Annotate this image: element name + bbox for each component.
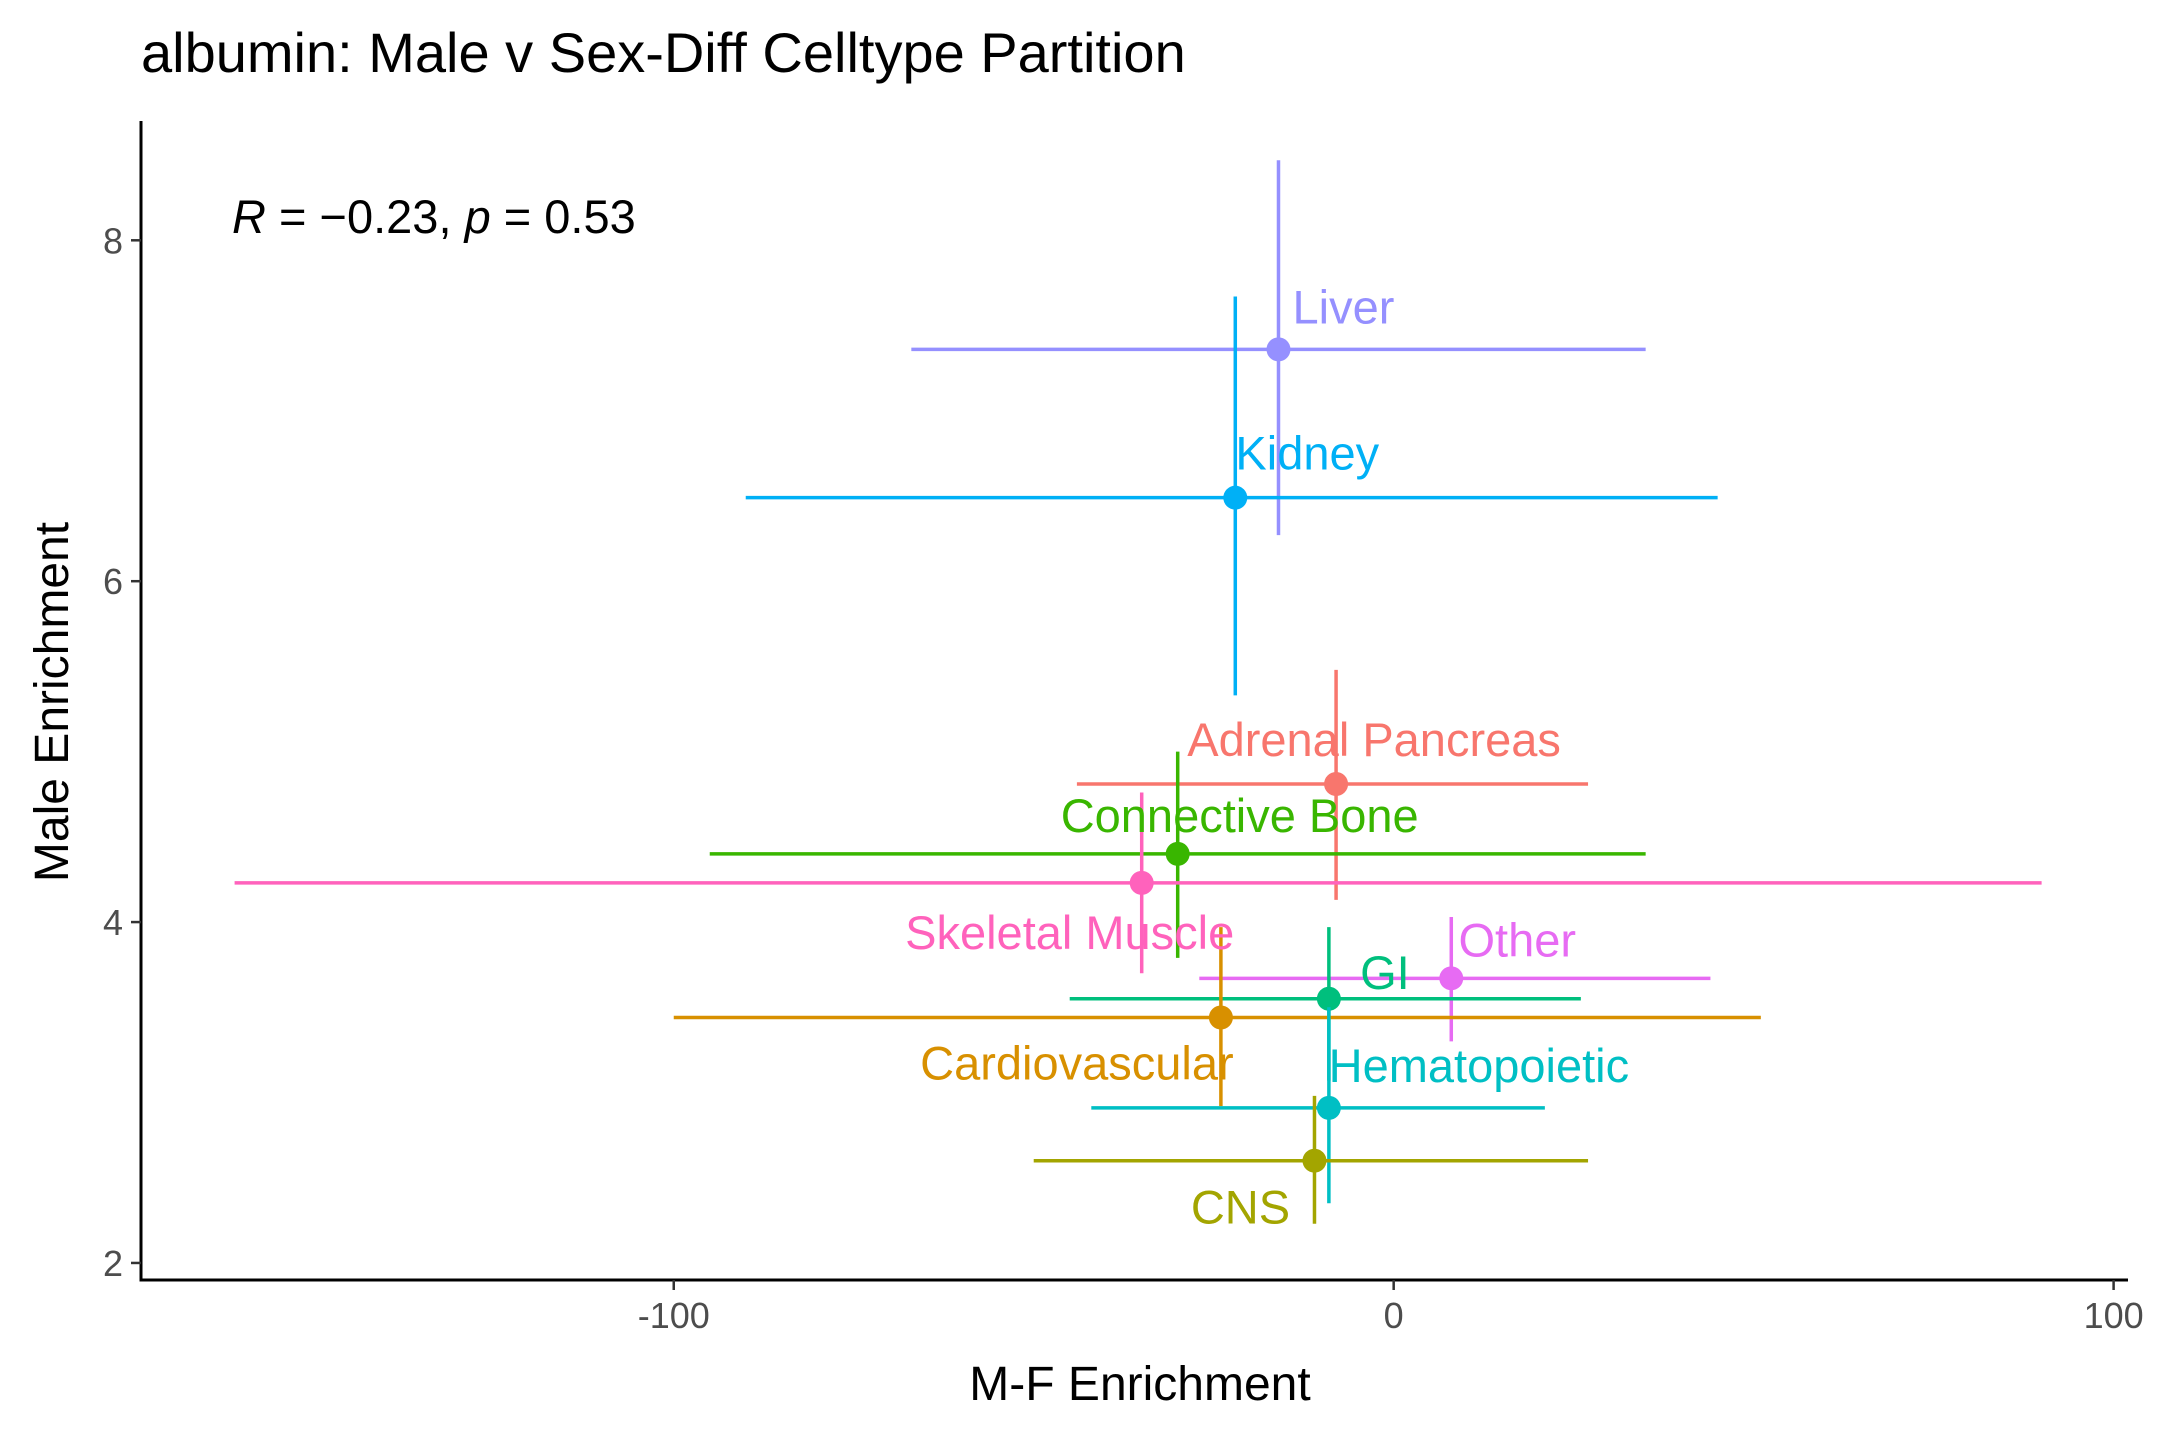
data-point-other <box>1199 916 1711 1042</box>
point-label: CNS <box>1191 1181 1290 1234</box>
point-label: Cardiovascular <box>920 1037 1233 1090</box>
x-tick-label: -100 <box>638 1295 710 1336</box>
data-point-cardiovascular <box>673 927 1761 1107</box>
data-point-connective-bone <box>709 751 1646 958</box>
point-marker <box>1316 986 1341 1011</box>
plot-marks <box>234 160 2042 1224</box>
x-tick-label: 100 <box>2084 1295 2144 1336</box>
p-symbol: p <box>463 190 491 243</box>
point-labels: Liver Kidney Adrenal Pancreas Connective Bo… <box>905 280 1629 1233</box>
r-value: = −0.23, <box>266 190 465 243</box>
y-axis-title: Male Enrichment <box>26 522 79 882</box>
p-value: = 0.53 <box>491 190 636 243</box>
data-point-kidney <box>745 296 1718 696</box>
point-marker <box>1129 870 1154 895</box>
y-tick-label: 8 <box>103 220 123 261</box>
point-marker <box>1302 1148 1327 1173</box>
point-label: Hematopoietic <box>1329 1039 1629 1092</box>
point-label: Liver <box>1292 280 1394 333</box>
point-label: Connective Bone <box>1061 789 1419 842</box>
point-marker <box>1165 841 1190 866</box>
point-marker <box>1266 337 1291 362</box>
data-point-liver <box>911 160 1646 536</box>
point-label: GI <box>1360 946 1410 999</box>
y-tick-label: 6 <box>103 561 123 602</box>
data-point-hematopoietic <box>1091 1007 1545 1204</box>
point-marker <box>1208 1005 1233 1030</box>
r-symbol: R <box>232 190 266 243</box>
point-marker <box>1316 1095 1341 1120</box>
point-marker <box>1324 772 1349 797</box>
point-marker <box>1223 485 1248 510</box>
point-label: Adrenal Pancreas <box>1187 713 1561 766</box>
point-label: Other <box>1458 913 1576 966</box>
y-tick-label: 2 <box>103 1243 123 1284</box>
y-tick-label: 4 <box>103 902 123 943</box>
x-axis-title: M-F Enrichment <box>969 1358 1310 1411</box>
data-point-cns <box>1033 1095 1589 1224</box>
axes: -100 0 100 2 4 6 8 <box>103 121 2144 1336</box>
correlation-annotation: R = −0.23, p = 0.53 <box>232 190 636 243</box>
point-label: Kidney <box>1235 427 1379 480</box>
x-tick-label: 0 <box>1384 1295 1404 1336</box>
chart-title: albumin: Male v Sex-Diff Celltype Partit… <box>141 21 1186 84</box>
data-point-skeletal-muscle <box>234 792 2042 974</box>
data-point-adrenal-pancreas <box>1076 669 1589 900</box>
point-marker <box>1439 966 1464 991</box>
point-label: Skeletal Muscle <box>905 906 1234 959</box>
